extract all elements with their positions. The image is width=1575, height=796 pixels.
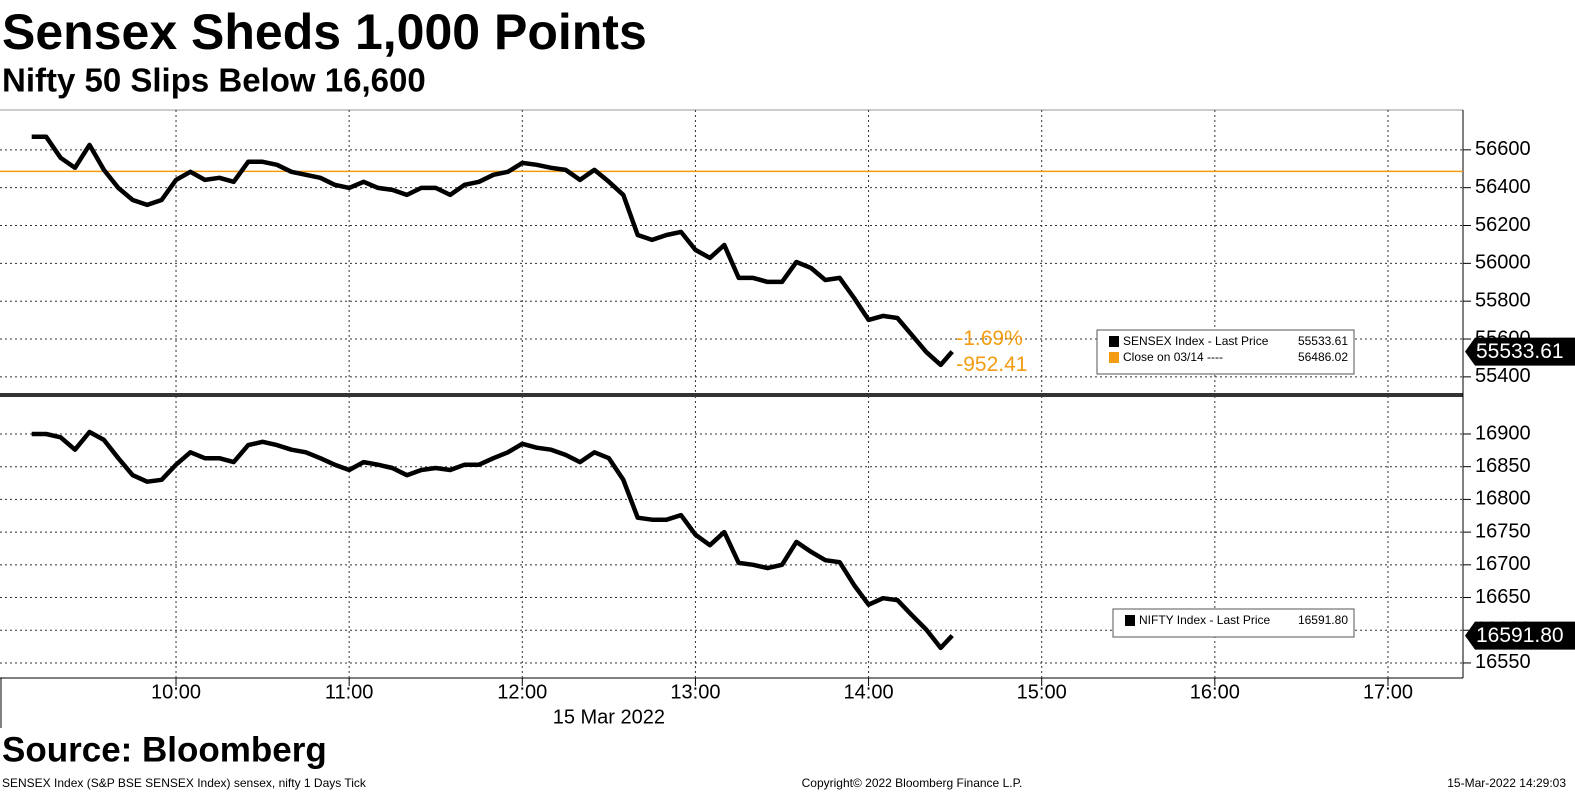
timestamp: 15-Mar-2022 14:29:03 <box>1447 776 1566 790</box>
annotation: -1.69% <box>956 327 1023 350</box>
y-tick-label: 56000 <box>1475 252 1531 274</box>
y-tick-label: 55400 <box>1475 365 1531 387</box>
x-tick-label: 15:00 <box>1017 681 1067 703</box>
legend-label: SENSEX Index - Last Price <box>1123 334 1269 348</box>
y-tick-label: 16800 <box>1475 488 1531 510</box>
legend-value: 55533.61 <box>1298 334 1348 348</box>
x-tick-label: 14:00 <box>844 681 894 703</box>
legend-swatch <box>1109 352 1119 363</box>
source: Source: Bloomberg <box>2 730 327 769</box>
last-price-tag <box>1465 621 1575 650</box>
last-price-label: 55533.61 <box>1476 340 1564 363</box>
legend-swatch <box>1109 336 1119 347</box>
y-tick-label: 16900 <box>1475 422 1531 444</box>
title: Sensex Sheds 1,000 Points <box>2 4 647 60</box>
y-tick-label: 16700 <box>1475 553 1531 575</box>
x-axis-label: 15 Mar 2022 <box>553 706 665 728</box>
y-tick-label: 16650 <box>1475 586 1531 608</box>
annotation: -952.41 <box>956 353 1027 376</box>
y-tick-label: 16550 <box>1475 651 1531 673</box>
legend-swatch <box>1125 615 1135 626</box>
y-tick-label: 16850 <box>1475 455 1531 477</box>
legend-value: 56486.02 <box>1298 350 1348 364</box>
x-tick-label: 17:00 <box>1363 681 1413 703</box>
legend-value: 16591.80 <box>1298 613 1348 627</box>
last-price-label: 16591.80 <box>1476 624 1564 647</box>
y-tick-label: 56400 <box>1475 176 1531 198</box>
legend-label: Close on 03/14 ---- <box>1123 350 1223 364</box>
y-tick-label: 16750 <box>1475 520 1531 542</box>
y-tick-label: 56200 <box>1475 214 1531 236</box>
x-tick-label: 16:00 <box>1190 681 1240 703</box>
x-tick-label: 12:00 <box>497 681 547 703</box>
y-tick-label: 55800 <box>1475 289 1531 311</box>
legend-box <box>1096 329 1355 375</box>
price-line <box>31 134 954 368</box>
copyright: Copyright© 2022 Bloomberg Finance L.P. <box>802 776 1023 790</box>
last-price-tag <box>1465 337 1575 366</box>
x-tick-label: 11:00 <box>325 681 374 703</box>
x-tick-label: 13:00 <box>670 681 720 703</box>
footer-description: SENSEX Index (S&P BSE SENSEX Index) sens… <box>2 776 367 790</box>
legend-box <box>1112 608 1355 638</box>
legend-label: NIFTY Index - Last Price <box>1139 613 1270 627</box>
subtitle: Nifty 50 Slips Below 16,600 <box>2 62 426 99</box>
y-tick-label: 56600 <box>1475 138 1531 160</box>
price-line <box>31 429 954 651</box>
x-tick-label: 10:00 <box>151 681 201 703</box>
